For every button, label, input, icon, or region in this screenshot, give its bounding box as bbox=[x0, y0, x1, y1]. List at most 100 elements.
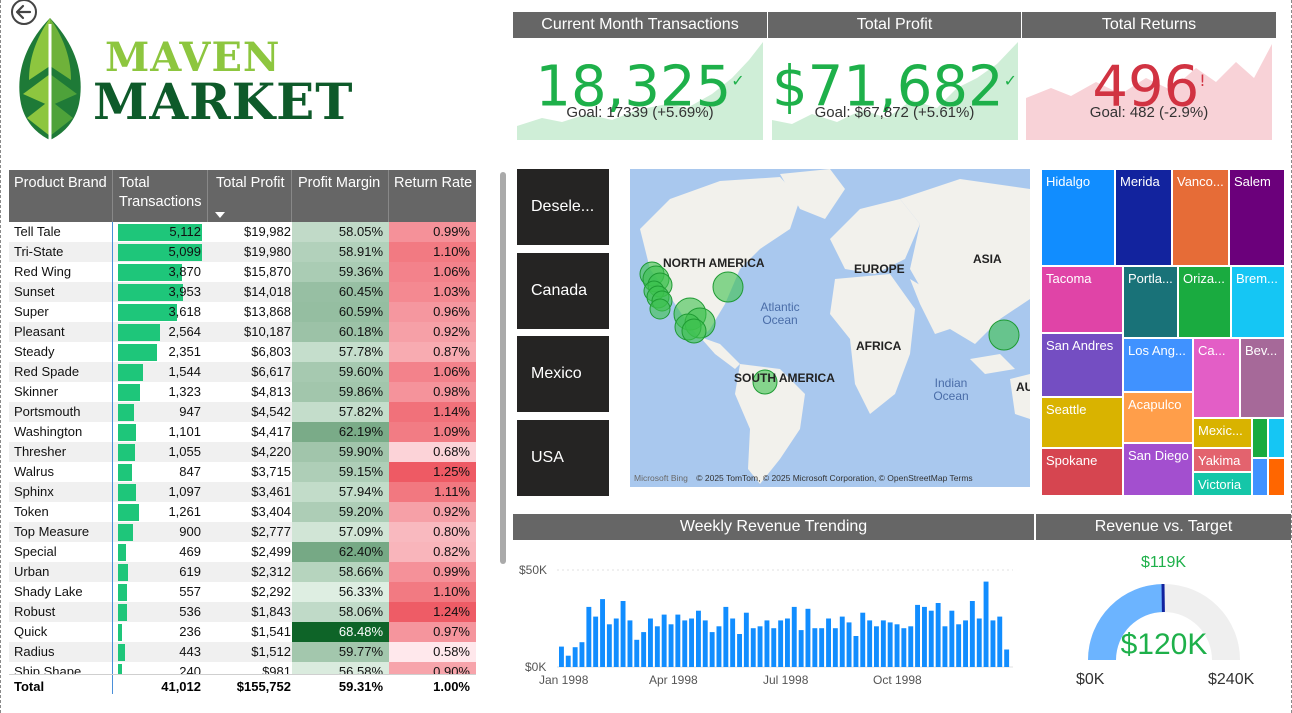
treemap-tile[interactable]: Mexic... bbox=[1193, 418, 1252, 448]
weekly-revenue-bar[interactable] bbox=[702, 620, 708, 667]
column-header-profit[interactable]: Total Profit bbox=[216, 175, 285, 191]
weekly-revenue-bar[interactable] bbox=[771, 628, 777, 667]
treemap-tile[interactable]: Seattle bbox=[1041, 397, 1123, 448]
weekly-revenue-bar[interactable] bbox=[798, 630, 804, 667]
treemap-tile[interactable]: San Andres bbox=[1041, 333, 1123, 397]
weekly-revenue-bar[interactable] bbox=[826, 618, 831, 668]
weekly-revenue-bar[interactable] bbox=[963, 620, 968, 667]
weekly-revenue-bar[interactable] bbox=[675, 614, 681, 667]
slicer-item-usa[interactable]: USA bbox=[517, 420, 609, 496]
weekly-revenue-bar[interactable] bbox=[832, 628, 838, 667]
weekly-revenue-bar[interactable] bbox=[880, 620, 886, 667]
weekly-revenue-bar[interactable] bbox=[853, 636, 859, 667]
weekly-revenue-bar[interactable] bbox=[559, 646, 564, 667]
weekly-revenue-bar[interactable] bbox=[579, 642, 585, 667]
weekly-revenue-bar[interactable] bbox=[839, 616, 845, 667]
table-row[interactable]: Sphinx 1,097 $3,461 57.94% 1.11% bbox=[9, 482, 476, 502]
treemap-tile[interactable]: Acapulco bbox=[1123, 392, 1193, 443]
table-row[interactable]: Urban 619 $2,312 58.66% 0.99% bbox=[9, 562, 476, 582]
weekly-revenue-bar[interactable] bbox=[682, 620, 688, 667]
weekly-revenue-bar[interactable] bbox=[668, 624, 674, 667]
column-header-transactions[interactable]: Total Transactions bbox=[119, 175, 202, 210]
weekly-revenue-bar[interactable] bbox=[757, 626, 763, 667]
weekly-revenue-bar[interactable] bbox=[696, 610, 701, 667]
weekly-revenue-bar[interactable] bbox=[648, 618, 653, 668]
weekly-revenue-bar[interactable] bbox=[654, 626, 660, 667]
table-row[interactable]: Ship Shape 240 $981 56.58% 0.90% bbox=[9, 662, 476, 674]
table-row[interactable]: Portsmouth 947 $4,542 57.82% 1.14% bbox=[9, 402, 476, 422]
weekly-revenue-bar[interactable] bbox=[593, 616, 599, 667]
weekly-revenue-bar[interactable] bbox=[969, 601, 975, 667]
weekly-revenue-bar[interactable] bbox=[737, 634, 742, 667]
table-row[interactable]: Tri-State 5,099 $19,980 58.91% 1.10% bbox=[9, 242, 476, 262]
table-row[interactable]: Red Wing 3,870 $15,870 59.36% 1.06% bbox=[9, 262, 476, 282]
weekly-revenue-bar[interactable] bbox=[949, 610, 955, 667]
weekly-revenue-bar[interactable] bbox=[778, 620, 784, 667]
treemap-tile-small[interactable] bbox=[1268, 418, 1285, 458]
weekly-revenue-bar[interactable] bbox=[956, 624, 962, 667]
column-header-margin[interactable]: Profit Margin bbox=[298, 175, 381, 191]
table-row[interactable]: Steady 2,351 $6,803 57.78% 0.87% bbox=[9, 342, 476, 362]
weekly-revenue-bar[interactable] bbox=[922, 606, 927, 667]
table-row[interactable]: Skinner 1,323 $4,813 59.86% 0.98% bbox=[9, 382, 476, 402]
weekly-revenue-bar[interactable] bbox=[600, 599, 605, 667]
weekly-revenue-bar[interactable] bbox=[709, 632, 715, 667]
treemap-tile[interactable]: Tacoma bbox=[1041, 266, 1123, 333]
weekly-revenue-bar[interactable] bbox=[983, 581, 989, 667]
weekly-revenue-bar[interactable] bbox=[661, 614, 667, 667]
weekly-revenue-bar[interactable] bbox=[743, 612, 749, 667]
weekly-revenue-bar[interactable] bbox=[627, 620, 633, 667]
weekly-revenue-bar[interactable] bbox=[860, 612, 866, 667]
weekly-revenue-bar[interactable] bbox=[915, 604, 920, 667]
weekly-revenue-bar[interactable] bbox=[586, 606, 592, 667]
treemap-tile[interactable]: Portla... bbox=[1123, 266, 1178, 338]
treemap-tile[interactable]: Yakima bbox=[1193, 448, 1252, 472]
weekly-revenue-bar[interactable] bbox=[846, 622, 852, 667]
weekly-revenue-bar[interactable] bbox=[887, 622, 893, 667]
table-row[interactable]: Shady Lake 557 $2,292 56.33% 1.10% bbox=[9, 582, 476, 602]
weekly-revenue-bar[interactable] bbox=[716, 626, 722, 667]
weekly-revenue-bar[interactable] bbox=[942, 626, 948, 667]
weekly-revenue-bar[interactable] bbox=[976, 618, 982, 668]
table-row[interactable]: Radius 443 $1,512 59.77% 0.58% bbox=[9, 642, 476, 662]
weekly-revenue-bar[interactable] bbox=[723, 606, 729, 667]
table-row[interactable]: Robust 536 $1,843 58.06% 1.24% bbox=[9, 602, 476, 622]
treemap-tile[interactable]: Los Ang... bbox=[1123, 338, 1193, 392]
weekly-revenue-bar[interactable] bbox=[805, 608, 811, 667]
weekly-revenue-bar[interactable] bbox=[1004, 649, 1010, 668]
table-row[interactable]: Top Measure 900 $2,777 57.09% 0.80% bbox=[9, 522, 476, 542]
table-row[interactable]: Special 469 $2,499 62.40% 0.82% bbox=[9, 542, 476, 562]
treemap-tile[interactable]: Victoria bbox=[1193, 472, 1252, 496]
column-header-brand[interactable]: Product Brand bbox=[14, 175, 107, 191]
slicer-deselect-all[interactable]: Desele... bbox=[517, 169, 609, 245]
slicer-item-mexico[interactable]: Mexico bbox=[517, 336, 609, 412]
table-row[interactable]: Token 1,261 $3,404 59.20% 0.92% bbox=[9, 502, 476, 522]
weekly-revenue-bar[interactable] bbox=[620, 601, 626, 667]
treemap-tile[interactable]: Merida bbox=[1115, 169, 1172, 266]
weekly-revenue-bar[interactable] bbox=[867, 620, 873, 667]
weekly-revenue-bar[interactable] bbox=[689, 618, 694, 668]
weekly-revenue-bar[interactable] bbox=[606, 624, 612, 667]
weekly-revenue-bar[interactable] bbox=[764, 620, 770, 667]
weekly-revenue-bar[interactable] bbox=[997, 616, 1003, 667]
table-row[interactable]: Washington 1,101 $4,417 62.19% 1.09% bbox=[9, 422, 476, 442]
table-row[interactable]: Super 3,618 $13,868 60.59% 0.96% bbox=[9, 302, 476, 322]
table-row[interactable]: Quick 236 $1,541 68.48% 0.97% bbox=[9, 622, 476, 642]
treemap-tile[interactable]: Ca... bbox=[1193, 338, 1240, 418]
sort-descending-icon[interactable] bbox=[215, 212, 225, 218]
weekly-revenue-bar[interactable] bbox=[730, 618, 736, 668]
treemap-tile-small[interactable] bbox=[1252, 418, 1268, 458]
treemap-tile[interactable]: Bev... bbox=[1240, 338, 1285, 418]
weekly-revenue-bar[interactable] bbox=[812, 628, 818, 667]
table-row[interactable]: Walrus 847 $3,715 59.15% 1.25% bbox=[9, 462, 476, 482]
weekly-revenue-bar[interactable] bbox=[565, 655, 571, 667]
table-scrollbar[interactable] bbox=[500, 172, 506, 564]
treemap-tile[interactable]: Hidalgo bbox=[1041, 169, 1115, 266]
weekly-revenue-bar[interactable] bbox=[990, 620, 996, 667]
treemap-tile[interactable]: Salem bbox=[1229, 169, 1285, 266]
treemap-tile[interactable]: Oriza... bbox=[1178, 266, 1231, 338]
slicer-item-canada[interactable]: Canada bbox=[517, 253, 609, 329]
weekly-revenue-bar[interactable] bbox=[819, 628, 825, 667]
treemap-tile[interactable]: Vanco... bbox=[1172, 169, 1229, 266]
weekly-revenue-bar[interactable] bbox=[928, 610, 934, 667]
